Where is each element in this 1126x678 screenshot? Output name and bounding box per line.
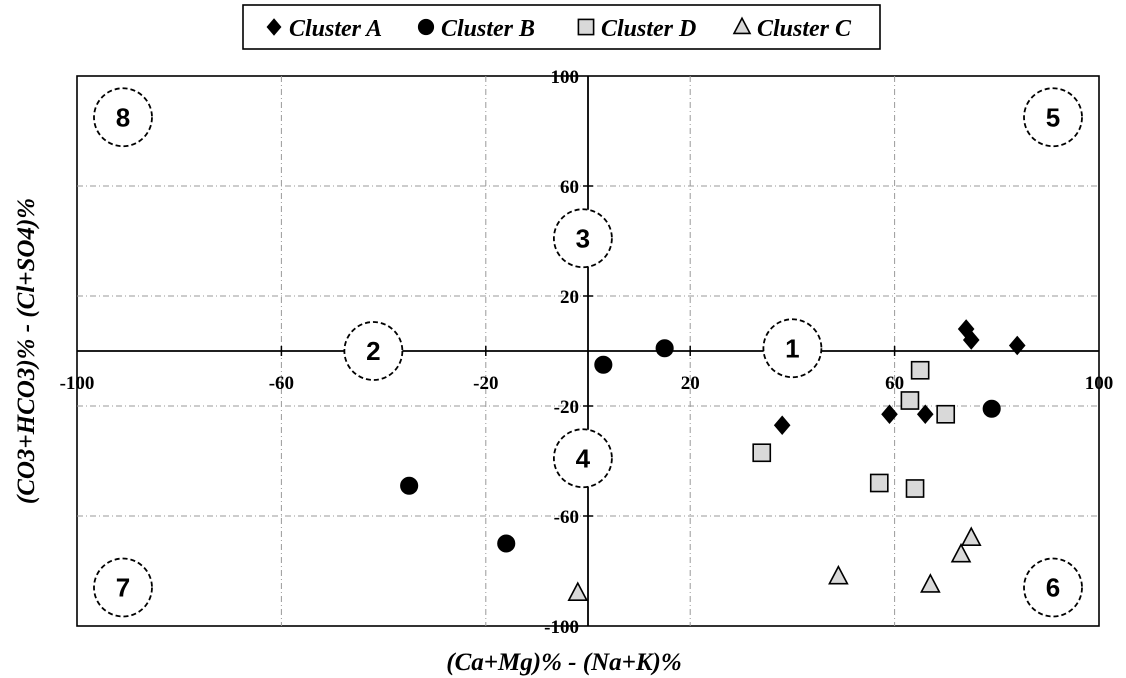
y-tick-label: 60 xyxy=(560,177,579,198)
x-tick-label: 60 xyxy=(885,373,904,394)
y-tick-label: 20 xyxy=(560,287,579,308)
legend-label: Cluster A xyxy=(289,16,382,42)
legend-marker xyxy=(417,18,435,36)
data-point xyxy=(1008,335,1026,356)
zone-label: 1 xyxy=(785,333,799,363)
series-cluster-a xyxy=(773,319,1026,436)
data-point xyxy=(655,339,674,358)
data-point xyxy=(828,564,849,585)
y-tick-label: -60 xyxy=(554,507,579,528)
zone-label: 4 xyxy=(576,443,591,473)
legend: Cluster A Cluster B Cluster D Cluster C xyxy=(242,4,881,50)
zone-circle xyxy=(343,321,404,381)
data-point xyxy=(936,404,956,424)
zone-circle xyxy=(93,87,153,148)
legend-item-cluster-c: Cluster C xyxy=(732,16,852,42)
x-tick-label: 20 xyxy=(681,373,700,394)
data-point xyxy=(982,399,1001,418)
zone-circle xyxy=(1023,87,1083,148)
zone-circle xyxy=(1023,557,1083,618)
data-point xyxy=(920,573,941,593)
data-point xyxy=(881,404,898,425)
data-point xyxy=(567,581,589,602)
zone-label: 2 xyxy=(366,336,380,366)
zone-circle xyxy=(762,318,823,379)
legend-label: Cluster D xyxy=(601,16,696,42)
zone-circle xyxy=(552,428,613,489)
legend-marker xyxy=(732,16,752,35)
zone-circle xyxy=(552,208,613,269)
data-point xyxy=(910,360,930,380)
series-cluster-d xyxy=(752,360,956,498)
data-point xyxy=(905,479,925,498)
zone-marker-5: 5 xyxy=(1023,87,1083,148)
y-tick-label: 100 xyxy=(551,67,580,88)
legend-item-cluster-d: Cluster D xyxy=(577,16,696,42)
zone-marker-6: 6 xyxy=(1023,557,1083,618)
zone-marker-4: 4 xyxy=(552,428,613,489)
zone-marker-7: 7 xyxy=(93,557,153,618)
zone-label: 3 xyxy=(576,223,590,253)
data-point xyxy=(900,391,920,410)
x-tick-label: -20 xyxy=(473,373,498,394)
legend-label: Cluster C xyxy=(757,16,852,42)
zone-label: 5 xyxy=(1046,102,1060,132)
data-point xyxy=(594,355,613,374)
y-tick-label: -100 xyxy=(544,617,579,638)
legend-marker xyxy=(577,18,595,36)
legend-item-cluster-a: Cluster A xyxy=(266,16,382,42)
x-axis-title: (Ca+Mg)% - (Na+K)% xyxy=(446,649,681,676)
zone-circle xyxy=(93,557,153,618)
zone-marker-3: 3 xyxy=(552,208,613,269)
x-tick-label: 100 xyxy=(1085,373,1114,394)
y-tick-label: -20 xyxy=(554,397,579,418)
data-point xyxy=(950,542,972,563)
series-cluster-b xyxy=(400,339,1001,553)
data-point xyxy=(497,534,516,553)
data-point xyxy=(752,443,772,463)
data-point xyxy=(869,473,889,493)
x-tick-label: -100 xyxy=(60,373,95,394)
zone-label: 6 xyxy=(1046,573,1060,603)
zone-marker-1: 1 xyxy=(762,318,823,379)
data-point xyxy=(400,476,419,495)
zone-label: 8 xyxy=(116,102,130,132)
legend-item-cluster-b: Cluster B xyxy=(417,16,535,42)
data-point xyxy=(960,526,982,547)
x-tick-label: -60 xyxy=(269,373,294,394)
data-point xyxy=(962,330,980,350)
legend-label: Cluster B xyxy=(441,16,535,42)
zone-label: 7 xyxy=(116,573,130,603)
legend-marker xyxy=(266,18,282,36)
series-cluster-c xyxy=(567,526,982,602)
plot-area: -100 -60 -20 20 60 100 100 60 20 -20 -60 -100 1 2 3 4 5… xyxy=(60,67,1114,638)
data-point xyxy=(916,404,934,425)
zone-marker-2: 2 xyxy=(343,321,404,381)
zone-marker-8: 8 xyxy=(93,87,153,148)
legend-box xyxy=(242,4,881,50)
data-point xyxy=(773,415,791,436)
y-axis-title: (CO3+HCO3)% - (Cl+SO4)% xyxy=(13,198,40,504)
